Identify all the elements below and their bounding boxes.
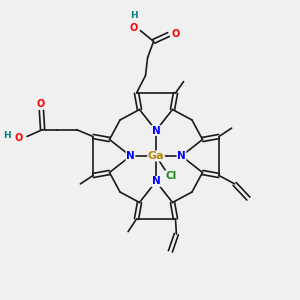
Text: O: O xyxy=(130,23,138,33)
Text: Ga: Ga xyxy=(148,151,164,161)
Text: N: N xyxy=(152,176,160,187)
Text: O: O xyxy=(37,99,45,109)
Text: O: O xyxy=(171,29,179,39)
Text: N: N xyxy=(126,151,135,161)
Text: N: N xyxy=(177,151,186,161)
Text: O: O xyxy=(14,133,23,143)
Text: H: H xyxy=(3,131,10,140)
Text: Cl: Cl xyxy=(165,171,177,181)
Text: H: H xyxy=(130,11,138,20)
Text: N: N xyxy=(152,125,160,136)
